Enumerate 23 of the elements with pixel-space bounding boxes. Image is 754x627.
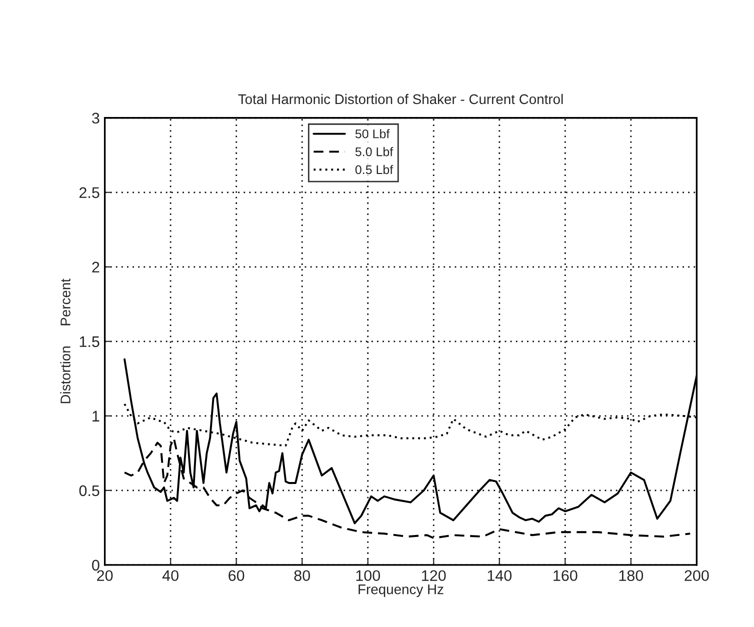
- x-tick-label: 100: [356, 570, 380, 582]
- x-tick-label: 40: [162, 570, 178, 582]
- y-tick-label: 0: [92, 560, 100, 571]
- x-tick-label: 60: [228, 570, 244, 582]
- legend-label: 50 Lbf: [355, 129, 390, 138]
- y-axis-title: Distortion Percent: [60, 278, 70, 404]
- x-tick-label: 120: [422, 570, 446, 582]
- x-axis-title: Frequency Hz: [358, 584, 444, 597]
- x-tick-label: 20: [97, 570, 113, 582]
- legend-label: 5.0 Lbf: [355, 147, 394, 156]
- x-tick-label: 140: [488, 570, 512, 582]
- y-tick-label: 2.5: [79, 187, 100, 198]
- x-tick-label: 80: [294, 570, 310, 582]
- x-tick-label: 180: [619, 570, 644, 582]
- y-tick-label: 1: [92, 410, 100, 422]
- x-tick-label: 200: [684, 570, 709, 582]
- y-tick-label: 0.5: [79, 485, 100, 496]
- chart-title: Total Harmonic Distortion of Shaker - Current Control: [238, 94, 563, 104]
- legend-label: 0.5 Lbf: [355, 164, 394, 174]
- y-tick-label: 3: [92, 112, 100, 124]
- y-tick-label: 2: [92, 262, 100, 272]
- y-tick-label: 1.5: [80, 336, 100, 348]
- x-tick-label: 160: [554, 570, 578, 582]
